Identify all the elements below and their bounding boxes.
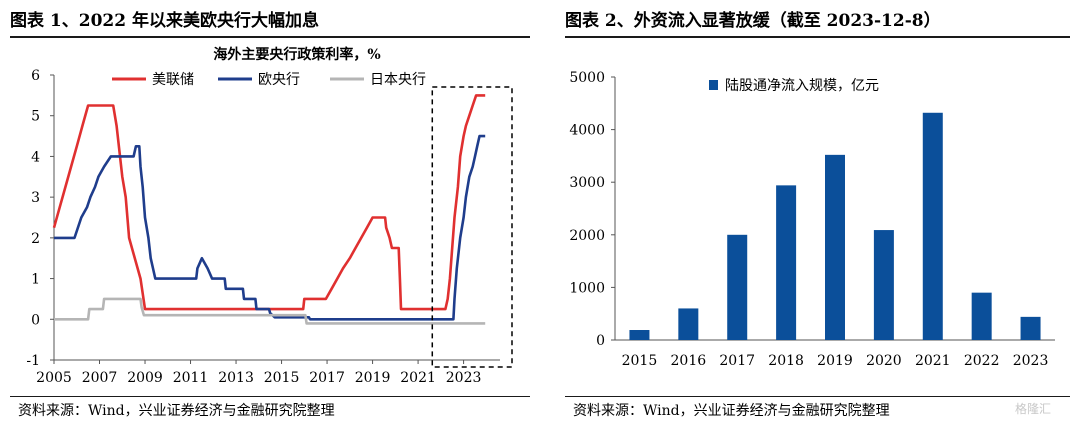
- bar-2015: [629, 330, 650, 340]
- bar-x-tick-label: 2018: [768, 353, 804, 369]
- line-y-tick-label: 2: [31, 231, 40, 247]
- bar-legend-label: 陆股通净流入规模，亿元: [725, 78, 879, 94]
- watermark-logo: 格隆汇: [1015, 402, 1052, 416]
- left-figure-panel: 图表 1、2022 年以来美欧央行大幅加息 海外主要央行政策利率，% -1 0 1 2 3…: [10, 11, 530, 419]
- highlight-dashed-box: [431, 86, 513, 368]
- bar-x-tick-label: 2023: [1013, 353, 1049, 369]
- bar-2020: [873, 230, 894, 340]
- legend-label-1: 欧央行: [258, 72, 300, 88]
- right-figure-title: 图表 2、外资流入显著放缓（截至 2023-12-8）: [565, 11, 941, 31]
- bar-y-tick-label: 4000: [569, 123, 605, 139]
- line-x-tick-label: 2011: [173, 370, 209, 386]
- bar-2018: [776, 185, 797, 340]
- bar-2023: [1020, 316, 1041, 340]
- line-x-tick-label: 2009: [127, 370, 163, 386]
- left-figure-title: 图表 1、2022 年以来美欧央行大幅加息: [10, 11, 319, 31]
- left-source-divider: [10, 396, 530, 397]
- bar-2022: [971, 292, 992, 340]
- bar-y-tick-label: 0: [596, 333, 605, 349]
- line-x-tick-label: 2005: [36, 370, 72, 386]
- legend-label-0: 美联储: [152, 72, 194, 88]
- line-x-tick-label: 2023: [446, 370, 482, 386]
- bar-2021: [922, 112, 943, 340]
- line-y-tick-label: 6: [31, 68, 40, 84]
- policy-rate-line-chart: 海外主要央行政策利率，% -1 0 1 2 3 4 5 6 2005 2007 2009 2011 201…: [26, 46, 513, 386]
- line-y-tick-label: 3: [31, 190, 40, 206]
- right-source-divider: [565, 396, 1070, 397]
- bar-x-tick-label: 2016: [671, 353, 707, 369]
- series-line-1: [54, 134, 486, 321]
- bar-legend-swatch: [709, 80, 718, 90]
- line-y-tick-label: 1: [31, 272, 40, 288]
- line-x-tick-label: 2007: [82, 370, 118, 386]
- bar-x-tick-label: 2019: [817, 353, 853, 369]
- series-line-0: [52, 94, 486, 311]
- bar-x-tick-label: 2020: [866, 353, 902, 369]
- bar-x-tick-label: 2021: [915, 353, 951, 369]
- line-y-tick-label: -1: [26, 353, 40, 369]
- legend-label-2: 日本央行: [370, 72, 426, 88]
- series-line-2: [54, 297, 486, 325]
- left-title-divider: [10, 36, 530, 38]
- bar-y-tick-label: 1000: [569, 280, 605, 296]
- bar-2017: [727, 234, 748, 340]
- line-x-tick-label: 2017: [309, 370, 345, 386]
- line-y-tick-label: 4: [31, 149, 40, 165]
- line-x-tick-label: 2013: [218, 370, 254, 386]
- bar-y-tick-label: 5000: [569, 70, 605, 86]
- line-x-tick-label: 2019: [355, 370, 391, 386]
- line-y-tick-label: 0: [31, 312, 40, 328]
- right-figure-panel: 图表 2、外资流入显著放缓（截至 2023-12-8） 0 1000 2000 300…: [555, 0, 1080, 424]
- bar-2019: [825, 154, 845, 340]
- left-source-note: 资料来源：Wind，兴业证券经济与金融研究院整理: [18, 403, 335, 419]
- northbound-inflow-bar-chart: 0 1000 2000 3000 4000 5000 2015 2016 2017 2018 201…: [569, 70, 1055, 369]
- line-y-tick-label: 5: [31, 109, 40, 125]
- line-chart-title: 海外主要央行政策利率，%: [213, 46, 380, 63]
- bar-2016: [678, 308, 699, 340]
- bar-y-tick-label: 2000: [569, 228, 605, 244]
- line-x-tick-label: 2015: [264, 370, 300, 386]
- right-title-divider: [565, 36, 1070, 38]
- bar-y-tick-label: 3000: [569, 175, 605, 191]
- bar-x-tick-label: 2017: [719, 353, 755, 369]
- bar-x-tick-label: 2022: [964, 353, 1000, 369]
- line-x-tick-label: 2021: [400, 370, 436, 386]
- right-source-note: 资料来源：Wind，兴业证券经济与金融研究院整理: [573, 403, 890, 419]
- bar-x-tick-label: 2015: [622, 353, 658, 369]
